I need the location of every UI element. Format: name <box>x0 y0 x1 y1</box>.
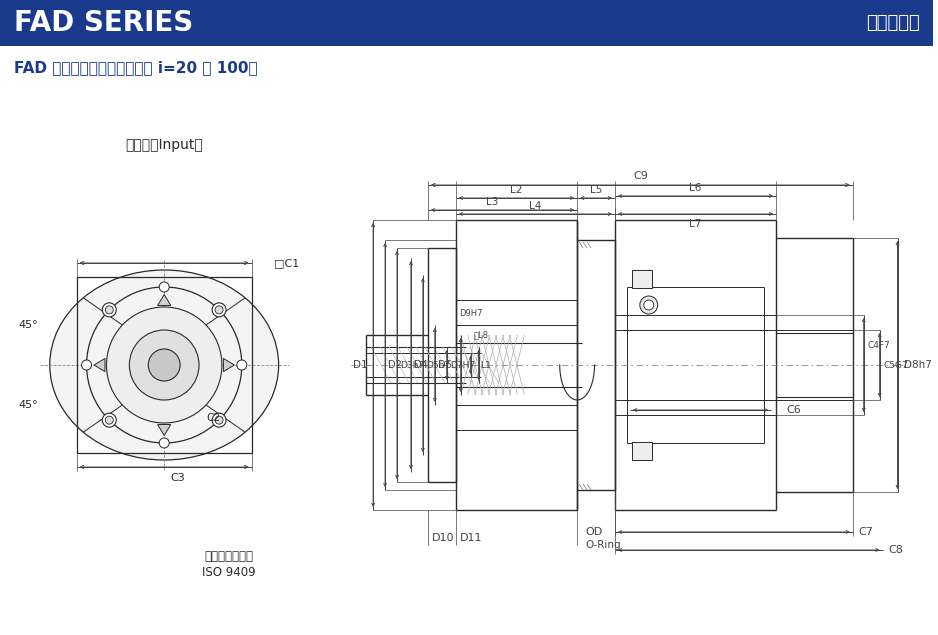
Text: C5G7: C5G7 <box>884 361 908 370</box>
Circle shape <box>129 330 199 400</box>
Circle shape <box>148 349 180 381</box>
Text: 深L8: 深L8 <box>474 330 489 340</box>
Text: D9H7: D9H7 <box>459 309 482 318</box>
Text: 行星减速机: 行星减速机 <box>866 14 919 32</box>
Text: L2: L2 <box>510 185 522 195</box>
Text: C7: C7 <box>859 527 873 537</box>
Text: L4: L4 <box>529 201 541 211</box>
Text: C9: C9 <box>633 171 648 181</box>
Circle shape <box>159 438 169 448</box>
Circle shape <box>82 360 92 370</box>
Circle shape <box>212 303 226 317</box>
Bar <box>0 0 933 46</box>
Bar <box>77 277 251 453</box>
Text: L5: L5 <box>590 185 602 195</box>
Text: D1: D1 <box>353 360 367 370</box>
Text: L1: L1 <box>480 361 492 370</box>
Text: 输入端（Input）: 输入端（Input） <box>126 138 203 152</box>
Text: O-Ring: O-Ring <box>585 540 621 550</box>
Polygon shape <box>158 295 171 305</box>
Circle shape <box>105 306 113 314</box>
Text: D4: D4 <box>414 360 428 370</box>
Text: D6: D6 <box>438 360 451 370</box>
Text: D5h7: D5h7 <box>426 361 450 370</box>
Text: C3: C3 <box>170 473 185 483</box>
Text: D10: D10 <box>431 533 454 543</box>
Circle shape <box>107 307 222 423</box>
Text: D7H7: D7H7 <box>450 361 475 370</box>
Text: C8: C8 <box>888 545 903 555</box>
Text: 45°: 45° <box>18 400 38 410</box>
Circle shape <box>159 282 169 292</box>
Text: C6: C6 <box>786 405 801 415</box>
Ellipse shape <box>50 270 279 460</box>
Polygon shape <box>158 425 171 436</box>
Text: □C1: □C1 <box>274 258 299 268</box>
Circle shape <box>102 303 116 317</box>
Text: D3h7: D3h7 <box>400 361 424 370</box>
Text: ISO 9409: ISO 9409 <box>202 566 256 578</box>
Text: FAD SERIES: FAD SERIES <box>14 9 193 37</box>
Circle shape <box>212 413 226 427</box>
Bar <box>632 442 652 460</box>
Text: C4F7: C4F7 <box>868 340 890 349</box>
Text: 45°: 45° <box>18 320 38 330</box>
Circle shape <box>215 306 223 314</box>
Text: FAD 系列尺寸（双节，减速比 i=20 ～ 100）: FAD 系列尺寸（双节，减速比 i=20 ～ 100） <box>14 60 258 76</box>
Circle shape <box>236 360 247 370</box>
Text: OD: OD <box>585 527 602 537</box>
Polygon shape <box>94 358 105 371</box>
Circle shape <box>102 413 116 427</box>
Text: D11: D11 <box>460 533 482 543</box>
Text: 法兰面尺寸依照: 法兰面尺寸依照 <box>204 551 253 563</box>
Bar <box>632 270 652 288</box>
Text: D8h7: D8h7 <box>903 360 931 370</box>
Text: L6: L6 <box>689 183 702 193</box>
Circle shape <box>105 416 113 424</box>
Text: L7: L7 <box>689 219 702 229</box>
Circle shape <box>215 416 223 424</box>
Circle shape <box>640 296 658 314</box>
Text: C2: C2 <box>206 413 220 423</box>
Text: D2: D2 <box>388 360 402 370</box>
Text: L3: L3 <box>487 197 499 207</box>
Circle shape <box>643 300 654 310</box>
Polygon shape <box>223 358 234 371</box>
